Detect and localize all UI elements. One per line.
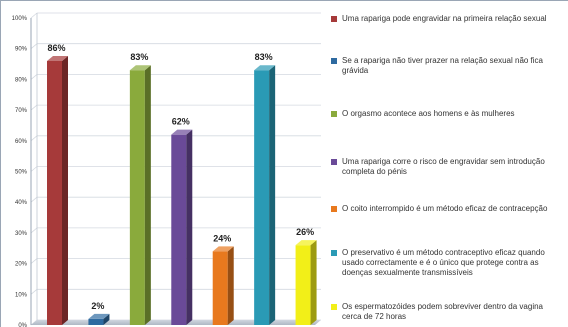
data-label: 83%	[130, 52, 148, 62]
bar	[254, 65, 276, 325]
bar-front	[295, 245, 311, 325]
bar-top	[129, 65, 151, 71]
gridline-side	[30, 227, 38, 234]
legend-item: Se a rapariga não tiver prazer na relaçã…	[331, 56, 563, 76]
bar-side	[186, 129, 193, 325]
legend-label: Uma rapariga corre o risco de engravidar…	[342, 157, 545, 176]
legend-item: O orgasmo acontece aos homens e às mulhe…	[331, 109, 563, 119]
bar	[171, 129, 193, 325]
y-tick-label: 30%	[15, 231, 28, 237]
legend-item: Uma rapariga pode engravidar na primeira…	[331, 14, 563, 24]
gridline-side	[30, 288, 38, 295]
y-tick-label: 40%	[15, 200, 28, 206]
gridline-side	[30, 12, 38, 19]
legend-item: Os espermatozóides podem sobreviver dent…	[331, 302, 563, 322]
y-tick-label: 100%	[12, 16, 28, 22]
y-tick-label: 80%	[15, 77, 28, 83]
bar-front	[212, 251, 228, 325]
y-tick-label: 70%	[15, 108, 28, 114]
bar-front	[171, 134, 187, 325]
bar-side	[62, 55, 68, 325]
data-label: 26%	[296, 227, 314, 237]
bar-top	[254, 65, 276, 71]
bar-top	[88, 313, 110, 319]
y-tick-label: 60%	[15, 139, 28, 145]
bar-front	[47, 60, 62, 325]
bar-front	[88, 318, 104, 325]
legend-label: O coito interrompido é um método eficaz …	[342, 204, 548, 213]
bar	[212, 246, 234, 325]
legend-item: Uma rapariga corre o risco de engravidar…	[331, 157, 563, 177]
y-tick-label: 10%	[15, 292, 28, 298]
bar-top	[212, 246, 234, 252]
bar-front	[254, 70, 270, 325]
bar-side	[310, 240, 317, 325]
bar-top	[295, 240, 317, 246]
data-label: 83%	[255, 52, 273, 62]
y-tick-label: 20%	[15, 262, 28, 268]
bar	[129, 65, 151, 325]
legend-swatch	[331, 111, 337, 117]
legend-label: Uma rapariga pode engravidar na primeira…	[342, 14, 547, 23]
bar-side	[269, 65, 276, 325]
legend-label: Os espermatozóides podem sobreviver dent…	[342, 302, 543, 321]
gridline-side	[30, 74, 38, 80]
y-tick-label: 90%	[15, 47, 28, 53]
legend-label: Se a rapariga não tiver prazer na relaçã…	[342, 56, 544, 75]
legend-label: O preservativo é um método contraceptivo…	[342, 248, 545, 277]
bar-front	[129, 70, 145, 325]
bar	[88, 313, 110, 325]
bar	[295, 240, 317, 325]
bar-top	[171, 129, 193, 135]
gridline-side	[30, 104, 38, 111]
legend-swatch	[331, 159, 337, 165]
legend-swatch	[331, 58, 337, 64]
legend-label: O orgasmo acontece aos homens e às mulhe…	[342, 109, 515, 118]
bar-top	[47, 55, 68, 61]
legend-item: O coito interrompido é um método eficaz …	[331, 204, 563, 214]
gridline-side	[30, 166, 38, 172]
gridline-side	[30, 43, 38, 50]
data-label: 86%	[47, 43, 65, 53]
data-label: 62%	[172, 117, 190, 127]
legend-swatch	[331, 206, 337, 212]
y-tick-label: 0%	[18, 323, 27, 327]
data-label: 24%	[213, 233, 231, 243]
legend-swatch	[331, 304, 337, 310]
legend-swatch	[331, 16, 337, 22]
gridline-side	[30, 135, 38, 142]
y-tick-label: 50%	[15, 170, 28, 176]
gridline-side	[30, 196, 38, 203]
bar-side	[144, 65, 151, 325]
data-label: 2%	[91, 301, 104, 311]
bar-side	[227, 246, 234, 325]
bar-side	[103, 313, 110, 325]
legend-swatch	[331, 250, 337, 256]
legend-item: O preservativo é um método contraceptivo…	[331, 248, 563, 278]
gridline-side	[30, 258, 38, 264]
bar	[47, 55, 68, 325]
